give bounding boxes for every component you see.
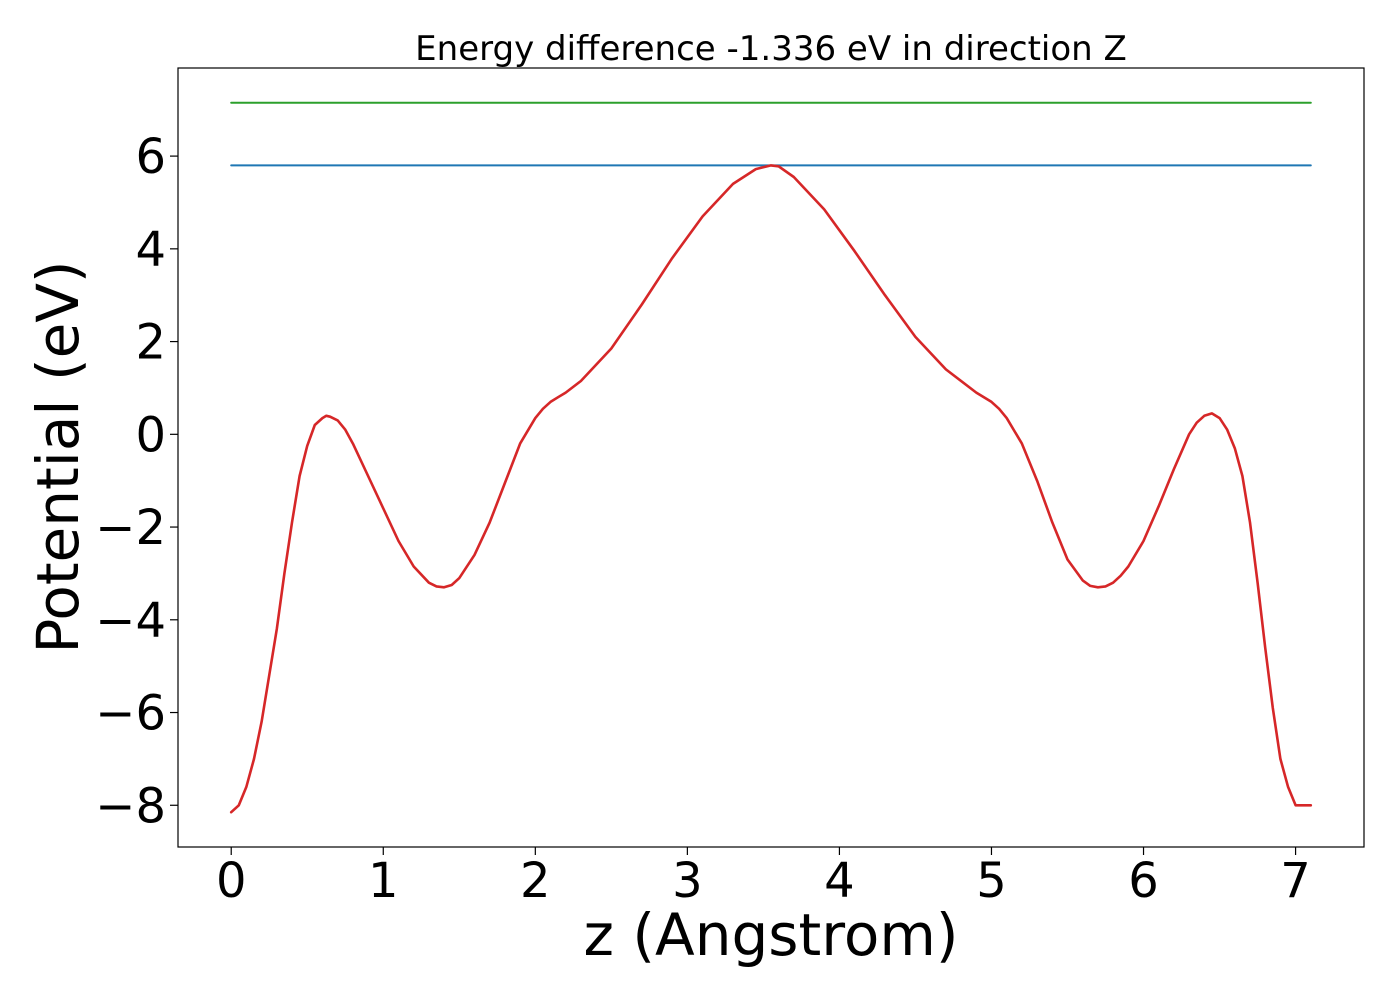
- x-tick-label: 1: [368, 853, 399, 909]
- x-tick-label: 6: [1128, 853, 1159, 909]
- y-tick-label: 0: [135, 407, 166, 463]
- x-tick-label: 4: [824, 853, 855, 909]
- chart-title: Energy difference -1.336 eV in direction…: [415, 29, 1127, 69]
- y-axis: 6 4 2 0 −2 −4 −6 −8: [95, 129, 178, 834]
- x-axis: 0 1 2 3 4 5 6 7: [216, 847, 1311, 909]
- y-tick-label: −8: [95, 778, 166, 834]
- x-tick-label: 2: [520, 853, 551, 909]
- x-tick-label: 5: [976, 853, 1007, 909]
- plot-area-frame: [177, 67, 1365, 848]
- x-tick-label: 3: [672, 853, 703, 909]
- x-tick-label: 7: [1280, 853, 1311, 909]
- x-axis-label: z (Angstrom): [584, 901, 959, 969]
- y-tick-label: 4: [135, 222, 166, 278]
- series-line-red: [229, 164, 1313, 814]
- series-layer: [229, 101, 1313, 814]
- x-tick-label: 0: [216, 853, 247, 909]
- y-tick-label: −4: [95, 593, 166, 649]
- y-tick-label: −2: [95, 500, 166, 556]
- y-tick-label: −6: [95, 686, 166, 742]
- y-tick-label: 6: [135, 129, 166, 185]
- y-axis-label: Potential (eV): [24, 260, 92, 653]
- y-tick-label: 2: [135, 315, 166, 371]
